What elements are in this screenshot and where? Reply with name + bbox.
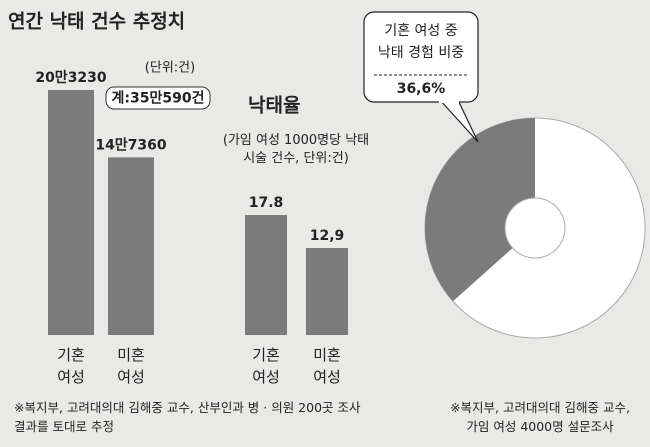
bar <box>108 157 154 335</box>
chart-title: 낙태율 <box>248 95 300 117</box>
data-label: 20만3230 <box>35 70 107 86</box>
chart-subtitle: (가임 여성 1000명당 낙태 시술 건수, 단위:건) <box>223 133 369 166</box>
callout-joint <box>439 99 459 103</box>
bar <box>245 215 287 335</box>
category-label: 미혼 여성 <box>117 346 145 386</box>
footnote: ※복지부, 고려대의대 김해중 교수, 가임 여성 4000명 설문조사 <box>450 400 630 434</box>
data-label: 36,6% <box>397 81 446 97</box>
bar <box>306 248 348 335</box>
unit-label: (단위:건) <box>145 61 195 76</box>
callout-pointer <box>438 99 479 143</box>
category-label: 기혼 여성 <box>57 346 85 386</box>
data-label: 12,9 <box>310 228 345 244</box>
category-label: 기혼 여성 <box>252 346 280 386</box>
callout-box <box>363 11 479 103</box>
callout-title: 기혼 여성 중 낙태 경험 비중 <box>378 23 464 61</box>
data-label: 17.8 <box>249 195 284 211</box>
data-label: 14만7360 <box>95 137 167 153</box>
chart-title: 연간 낙태 건수 추정치 <box>8 11 185 33</box>
category-label: 미혼 여성 <box>313 346 341 386</box>
total-box <box>105 86 211 110</box>
donut-slice <box>424 118 536 302</box>
bar <box>48 90 94 335</box>
donut-hole <box>504 197 566 259</box>
total-label: 계:35만590건 <box>112 90 205 107</box>
footnote: ※복지부, 고려대의대 김해중 교수, 산부인과 병 · 의원 200곳 조사 결… <box>14 400 361 434</box>
